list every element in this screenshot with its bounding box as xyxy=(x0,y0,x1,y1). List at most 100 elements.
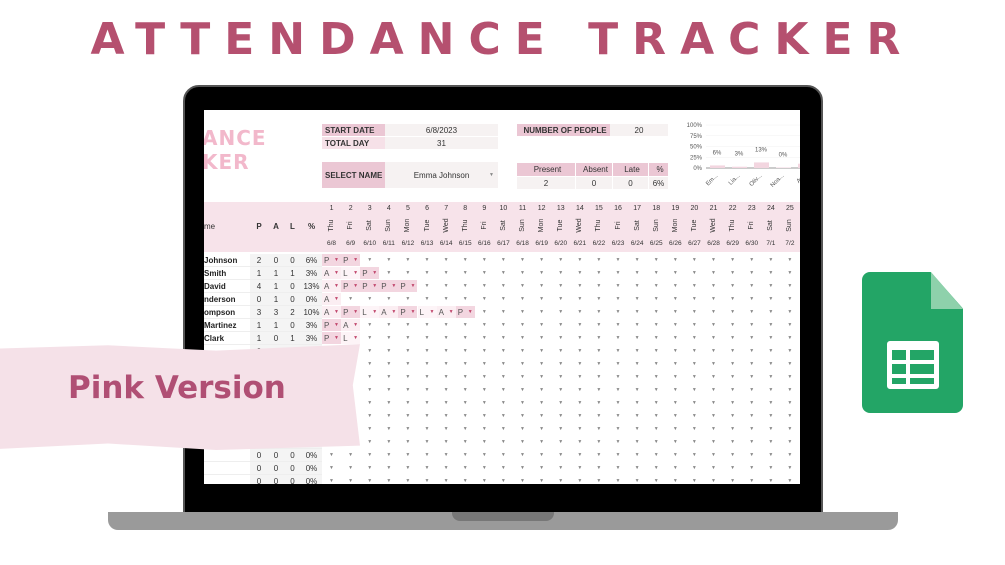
attendance-cell[interactable]: ▼ xyxy=(379,267,398,279)
attendance-cell[interactable]: ▼ xyxy=(666,449,685,461)
attendance-cell[interactable]: ▼ xyxy=(360,384,379,396)
attendance-cell[interactable]: ▼ xyxy=(666,436,685,448)
attendance-cell[interactable]: ▼ xyxy=(589,462,608,474)
attendance-cell[interactable]: ▼ xyxy=(742,384,761,396)
attendance-cell[interactable]: ▼ xyxy=(379,384,398,396)
attendance-cell[interactable]: ▼ xyxy=(723,358,742,370)
attendance-cell[interactable]: ▼ xyxy=(532,293,551,305)
attendance-cell[interactable]: ▼ xyxy=(322,449,341,461)
attendance-cell[interactable]: ▼ xyxy=(513,267,532,279)
attendance-cell[interactable]: ▼ xyxy=(475,319,494,331)
attendance-cell[interactable]: ▼ xyxy=(723,410,742,422)
attendance-cell[interactable]: ▼ xyxy=(780,462,799,474)
attendance-cell[interactable]: P ▼ xyxy=(341,306,361,318)
attendance-cell[interactable]: ▼ xyxy=(398,449,417,461)
attendance-cell[interactable]: ▼ xyxy=(761,254,780,266)
attendance-cell[interactable]: ▼ xyxy=(475,475,494,484)
attendance-cell[interactable]: ▼ xyxy=(761,384,780,396)
attendance-cell[interactable]: ▼ xyxy=(761,371,780,383)
attendance-cell[interactable]: ▼ xyxy=(704,384,723,396)
attendance-cell[interactable]: ▼ xyxy=(379,345,398,357)
attendance-cell[interactable]: ▼ xyxy=(780,410,799,422)
attendance-cell[interactable]: ▼ xyxy=(609,410,628,422)
attendance-cell[interactable]: ▼ xyxy=(418,345,437,357)
attendance-cell[interactable]: ▼ xyxy=(589,423,608,435)
attendance-cell[interactable]: ▼ xyxy=(723,475,742,484)
attendance-cell[interactable]: ▼ xyxy=(609,293,628,305)
attendance-cell[interactable]: ▼ xyxy=(609,449,628,461)
attendance-cell[interactable]: ▼ xyxy=(647,332,666,344)
attendance-cell[interactable]: ▼ xyxy=(475,436,494,448)
attendance-cell[interactable]: ▼ xyxy=(475,267,494,279)
attendance-cell[interactable]: ▼ xyxy=(437,371,456,383)
attendance-cell[interactable]: ▼ xyxy=(780,254,799,266)
attendance-cell[interactable]: A ▼ xyxy=(322,280,341,292)
attendance-cell[interactable]: ▼ xyxy=(418,384,437,396)
attendance-cell[interactable]: ▼ xyxy=(742,410,761,422)
attendance-cell[interactable]: ▼ xyxy=(475,371,494,383)
attendance-cell[interactable]: ▼ xyxy=(398,254,417,266)
attendance-cell[interactable]: ▼ xyxy=(609,267,628,279)
attendance-cell[interactable]: ▼ xyxy=(379,410,398,422)
attendance-cell[interactable]: ▼ xyxy=(551,345,570,357)
attendance-cell[interactable]: ▼ xyxy=(647,254,666,266)
attendance-cell[interactable]: ▼ xyxy=(609,475,628,484)
attendance-cell[interactable]: ▼ xyxy=(360,358,379,370)
attendance-cell[interactable]: ▼ xyxy=(437,319,456,331)
attendance-cell[interactable]: ▼ xyxy=(437,436,456,448)
attendance-cell[interactable]: ▼ xyxy=(494,371,513,383)
attendance-cell[interactable]: ▼ xyxy=(666,254,685,266)
attendance-cell[interactable]: ▼ xyxy=(475,306,494,318)
attendance-cell[interactable]: ▼ xyxy=(398,410,417,422)
attendance-cell[interactable]: P ▼ xyxy=(360,280,380,292)
attendance-cell[interactable]: ▼ xyxy=(379,293,398,305)
attendance-cell[interactable]: ▼ xyxy=(475,410,494,422)
attendance-cell[interactable]: ▼ xyxy=(666,358,685,370)
attendance-cell[interactable]: ▼ xyxy=(628,462,647,474)
attendance-cell[interactable]: ▼ xyxy=(475,423,494,435)
attendance-cell[interactable]: ▼ xyxy=(456,475,475,484)
attendance-cell[interactable]: ▼ xyxy=(647,475,666,484)
attendance-cell[interactable]: ▼ xyxy=(437,254,456,266)
attendance-cell[interactable]: ▼ xyxy=(360,293,379,305)
attendance-cell[interactable]: ▼ xyxy=(418,423,437,435)
attendance-cell[interactable]: ▼ xyxy=(532,306,551,318)
attendance-cell[interactable]: ▼ xyxy=(589,384,608,396)
attendance-cell[interactable]: ▼ xyxy=(475,280,494,292)
attendance-cell[interactable]: ▼ xyxy=(437,345,456,357)
attendance-cell[interactable]: ▼ xyxy=(742,371,761,383)
attendance-cell[interactable]: ▼ xyxy=(551,267,570,279)
attendance-cell[interactable]: ▼ xyxy=(609,280,628,292)
attendance-cell[interactable]: ▼ xyxy=(551,319,570,331)
attendance-cell[interactable]: ▼ xyxy=(398,423,417,435)
attendance-cell[interactable]: ▼ xyxy=(609,319,628,331)
attendance-cell[interactable]: ▼ xyxy=(494,358,513,370)
attendance-cell[interactable]: ▼ xyxy=(723,462,742,474)
attendance-cell[interactable]: ▼ xyxy=(570,423,589,435)
attendance-cell[interactable]: ▼ xyxy=(418,397,437,409)
attendance-cell[interactable]: ▼ xyxy=(418,371,437,383)
attendance-cell[interactable]: ▼ xyxy=(609,462,628,474)
attendance-cell[interactable]: ▼ xyxy=(360,449,379,461)
attendance-cell[interactable]: ▼ xyxy=(456,397,475,409)
attendance-cell[interactable]: ▼ xyxy=(379,332,398,344)
attendance-cell[interactable]: ▼ xyxy=(456,410,475,422)
attendance-cell[interactable]: ▼ xyxy=(379,449,398,461)
attendance-cell[interactable]: ▼ xyxy=(761,475,780,484)
attendance-cell[interactable]: P ▼ xyxy=(379,280,399,292)
attendance-cell[interactable]: ▼ xyxy=(589,449,608,461)
attendance-cell[interactable]: ▼ xyxy=(761,449,780,461)
attendance-cell[interactable]: ▼ xyxy=(761,423,780,435)
attendance-cell[interactable]: ▼ xyxy=(761,293,780,305)
attendance-cell[interactable]: ▼ xyxy=(647,462,666,474)
attendance-cell[interactable]: ▼ xyxy=(360,475,379,484)
attendance-cell[interactable]: ▼ xyxy=(551,306,570,318)
attendance-cell[interactable]: ▼ xyxy=(780,475,799,484)
attendance-cell[interactable]: ▼ xyxy=(379,436,398,448)
attendance-cell[interactable]: ▼ xyxy=(418,254,437,266)
attendance-cell[interactable]: ▼ xyxy=(437,384,456,396)
attendance-cell[interactable]: ▼ xyxy=(513,384,532,396)
attendance-cell[interactable]: ▼ xyxy=(398,332,417,344)
attendance-cell[interactable]: ▼ xyxy=(704,293,723,305)
attendance-cell[interactable]: ▼ xyxy=(628,358,647,370)
